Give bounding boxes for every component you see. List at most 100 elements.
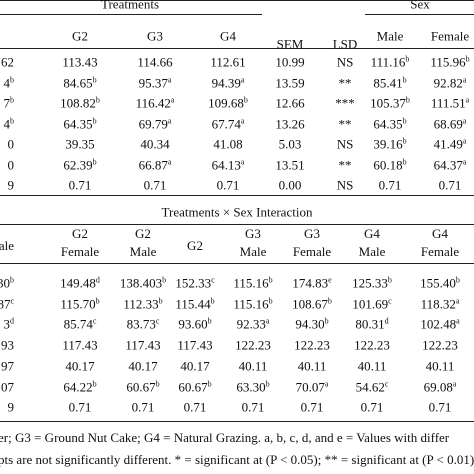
cell: 3d bbox=[4, 317, 15, 332]
superscript: c bbox=[384, 379, 389, 388]
superscript: d bbox=[95, 275, 100, 285]
cell: 64.35b bbox=[373, 116, 406, 131]
cell: 0.71 bbox=[378, 177, 402, 193]
cell: 111.51a bbox=[431, 96, 469, 111]
cell-text: 64.37 bbox=[433, 157, 463, 172]
cell: ** bbox=[338, 75, 352, 90]
cell: 62 bbox=[1, 54, 14, 70]
superscript: b bbox=[268, 296, 273, 306]
cell-text: 67.74 bbox=[211, 116, 241, 131]
cell: 40.34 bbox=[140, 136, 170, 152]
cell: 115.16b bbox=[233, 276, 272, 291]
cell: 125.33b bbox=[352, 276, 392, 291]
header-text: G3 bbox=[245, 226, 261, 241]
cell: 111.16b bbox=[371, 55, 410, 70]
cell: 64.35b bbox=[63, 116, 96, 131]
superscript: b bbox=[207, 316, 212, 326]
cell: 117.43 bbox=[177, 337, 213, 353]
cell: 40.17 bbox=[65, 358, 95, 374]
cell: 41.08 bbox=[213, 136, 243, 152]
superscript: b bbox=[210, 296, 215, 306]
cell-text: 41.49 bbox=[433, 136, 463, 152]
cell: 94.30b bbox=[295, 317, 328, 332]
cell: 64.22b bbox=[63, 379, 96, 394]
cell: 0.00 bbox=[278, 177, 302, 193]
superscript: b bbox=[162, 275, 167, 285]
cell-text: 115.16 bbox=[233, 296, 269, 312]
cell-text: 66.87 bbox=[138, 157, 168, 172]
column-header: G2 bbox=[72, 28, 88, 44]
superscript: b bbox=[465, 54, 470, 64]
group-header: Sex bbox=[410, 0, 430, 12]
cell: 0.71 bbox=[68, 177, 92, 193]
cell-text: 60.67 bbox=[178, 379, 208, 394]
group-header: LSD bbox=[332, 36, 358, 52]
superscript: b bbox=[207, 379, 212, 388]
cell-text: 69.08 bbox=[423, 379, 453, 394]
cell: 116.42a bbox=[136, 96, 175, 111]
cell: 40.11 bbox=[238, 358, 268, 374]
header-text: Male bbox=[358, 244, 386, 259]
cell-text: 112.33 bbox=[123, 296, 159, 312]
column-header: Male bbox=[376, 28, 404, 44]
cell: 92.82a bbox=[434, 75, 467, 90]
header-text: Female bbox=[292, 244, 332, 259]
cell-text: 39.16 bbox=[373, 136, 403, 152]
cell-text: 84.65 bbox=[63, 75, 93, 90]
cell: ** bbox=[338, 157, 352, 172]
cell-text: 85.74 bbox=[63, 316, 93, 332]
cell-text: 109.68 bbox=[208, 95, 244, 111]
header-text: Male bbox=[129, 244, 157, 259]
cell: ** bbox=[338, 116, 352, 131]
cell: NS bbox=[336, 136, 354, 152]
cell-text: 118.32 bbox=[420, 296, 456, 312]
rule bbox=[0, 14, 262, 15]
cell-text: 64.35 bbox=[63, 116, 93, 131]
superscript: b bbox=[10, 75, 14, 84]
cell-text: 7 bbox=[3, 95, 11, 111]
header-text: G2 bbox=[72, 226, 88, 241]
cell: 5.03 bbox=[278, 136, 302, 152]
footnote: er; G3 = Ground Nut Cake; G4 = Natural G… bbox=[0, 430, 450, 445]
header-text: G3 bbox=[304, 226, 320, 241]
superscript: b bbox=[10, 95, 14, 105]
cell-text: 108.82 bbox=[60, 95, 96, 111]
superscript: a bbox=[167, 75, 172, 84]
rule bbox=[365, 14, 474, 15]
cell: 114.66 bbox=[137, 54, 173, 70]
cell: 66.87a bbox=[139, 157, 172, 172]
cell-text: 85.41 bbox=[373, 75, 403, 90]
header-text: Female bbox=[60, 244, 100, 259]
cell-text: 94.39 bbox=[211, 75, 241, 90]
superscript: b bbox=[455, 275, 460, 285]
cell-text: 3 bbox=[3, 316, 11, 332]
superscript: b bbox=[10, 116, 14, 125]
cell: 112.61 bbox=[210, 54, 246, 70]
column-header: ale bbox=[0, 237, 14, 255]
superscript: b bbox=[405, 54, 410, 64]
superscript: b bbox=[92, 157, 97, 166]
column-header: G3 bbox=[147, 28, 163, 44]
cell: 40.11 bbox=[425, 358, 455, 374]
superscript: b bbox=[402, 157, 407, 166]
cell: 108.67b bbox=[292, 296, 332, 311]
cell: 63.30b bbox=[236, 379, 269, 394]
cell-text: 174.83 bbox=[292, 275, 329, 291]
cell: 85.74c bbox=[64, 317, 97, 332]
column-header: G4 Female bbox=[421, 225, 459, 261]
cell: *** bbox=[335, 95, 355, 111]
cell: 64.13a bbox=[212, 157, 245, 172]
cell: 0.71 bbox=[183, 399, 207, 415]
cell: 30b bbox=[0, 276, 14, 291]
column-header: Female bbox=[430, 28, 470, 44]
cell: 69.08a bbox=[424, 379, 457, 394]
cell: 92.33a bbox=[237, 317, 270, 332]
rule bbox=[0, 0, 474, 1]
cell: 115.96b bbox=[430, 55, 469, 70]
cell-text: 69.79 bbox=[138, 116, 168, 131]
superscript: c bbox=[92, 316, 97, 326]
cell-text: 115.44 bbox=[175, 296, 211, 312]
superscript: a bbox=[462, 157, 467, 166]
superscript: b bbox=[243, 95, 248, 105]
cell: 40.11 bbox=[357, 358, 387, 374]
